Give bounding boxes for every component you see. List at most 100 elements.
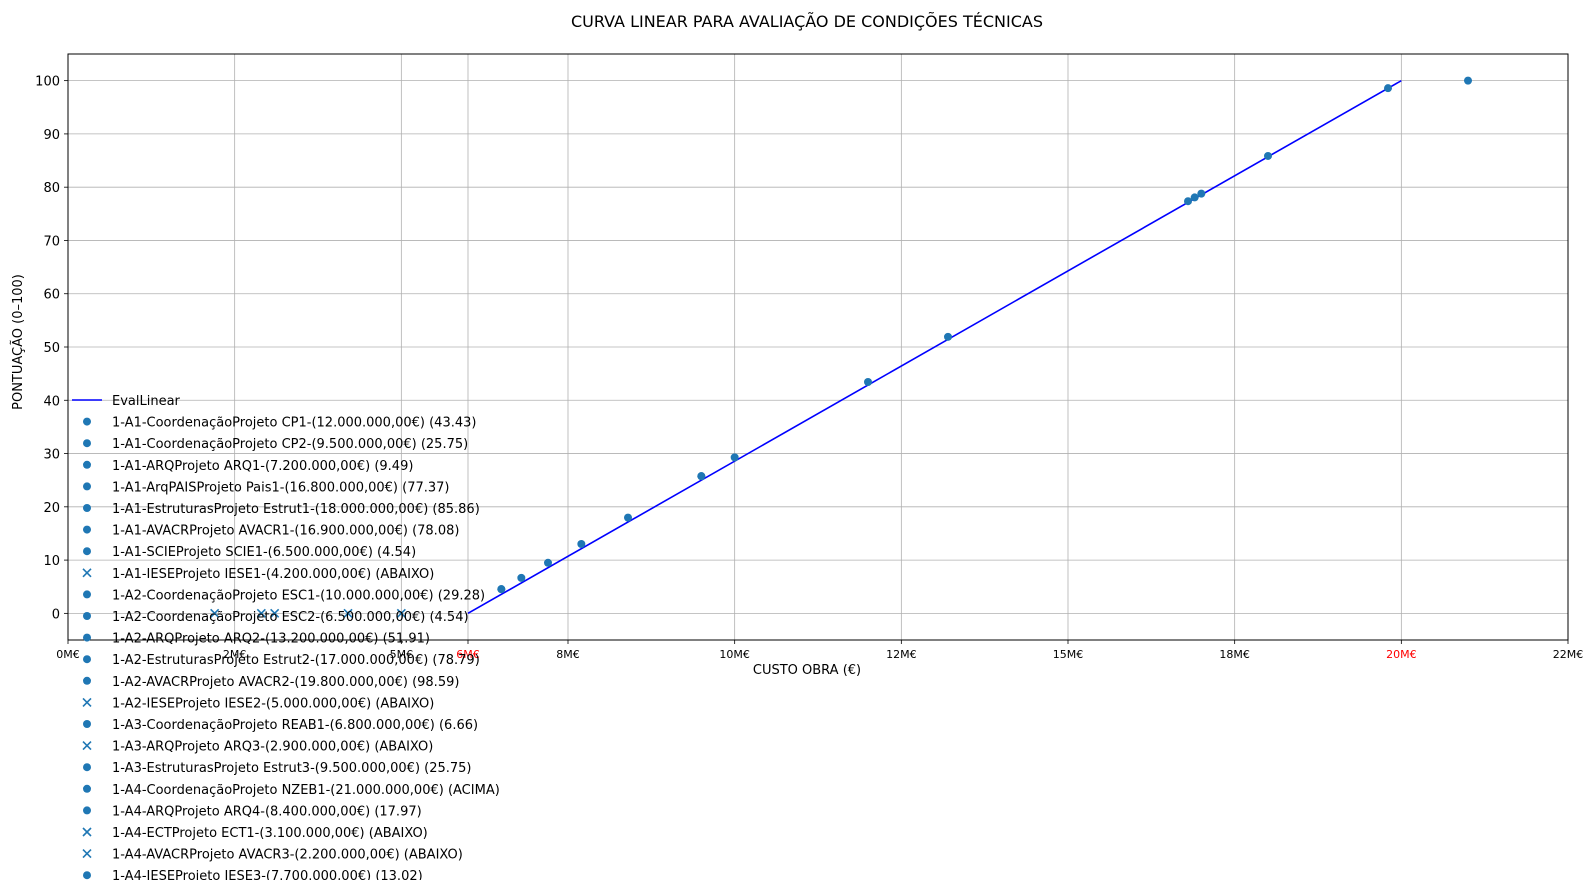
data-point bbox=[1184, 197, 1192, 206]
data-point bbox=[1197, 189, 1206, 198]
legend-marker bbox=[83, 547, 91, 556]
x-tick-label: 15M€ bbox=[1053, 648, 1084, 661]
legend: EvalLinear 1-A1-CoordenaçãoProjeto CP1-(1… bbox=[72, 394, 500, 880]
legend-marker bbox=[83, 871, 91, 880]
x-tick-label: 8M€ bbox=[556, 648, 580, 661]
marker-x-stroke bbox=[82, 827, 92, 837]
legend-marker bbox=[82, 849, 92, 859]
data-point bbox=[577, 540, 586, 549]
data-point bbox=[256, 608, 266, 618]
marker-x-stroke bbox=[82, 741, 92, 751]
legend-label: 1-A4-CoordenaçãoProjeto NZEB1-(21.000.00… bbox=[112, 783, 500, 798]
legend-label: 1-A2-AVACRProjeto AVACR2-(19.800.000,00€… bbox=[112, 675, 459, 690]
legend-label: 1-A1-CoordenaçãoProjeto CP1-(12.000.000,… bbox=[112, 416, 476, 431]
legend-label: 1-A3-EstruturasProjeto Estrut3-(9.500.00… bbox=[112, 761, 472, 776]
y-tick-label: 40 bbox=[43, 394, 60, 409]
legend-label: 1-A2-CoordenaçãoProjeto ESC2-(6.500.000,… bbox=[112, 610, 469, 625]
legend-marker bbox=[83, 439, 91, 448]
marker-x-stroke bbox=[82, 568, 92, 578]
y-tick-label: 20 bbox=[43, 501, 60, 516]
data-point bbox=[730, 453, 739, 462]
x-axis-ticks: 0M€ 2M€ 5M€ 6M€ 8M€ 10M€ 12M€ 15M€ 18M€ 20M€ 22M€ bbox=[56, 640, 1583, 661]
legend-label: 1-A1-CoordenaçãoProjeto CP2-(9.500.000,0… bbox=[112, 437, 468, 452]
marker-x-stroke bbox=[82, 697, 92, 707]
legend-marker bbox=[83, 784, 91, 793]
data-point bbox=[1190, 193, 1199, 202]
legend-marker bbox=[83, 633, 91, 642]
chart-title: CURVA LINEAR PARA AVALIAÇÃO DE CONDIÇÕES… bbox=[571, 12, 1043, 31]
x-tick-label: 5M€ bbox=[390, 648, 414, 661]
legend-label: 1-A1-IESEProjeto IESE1-(4.200.000,00€) (… bbox=[112, 567, 434, 582]
data-point bbox=[1264, 151, 1272, 160]
legend-marker bbox=[83, 590, 91, 599]
data-point bbox=[270, 608, 280, 618]
x-axis-label: CUSTO OBRA (€) bbox=[753, 663, 861, 678]
data-point bbox=[944, 332, 952, 341]
legend-label: 1-A2-IESEProjeto IESE2-(5.000.000,00€) (… bbox=[112, 696, 434, 711]
x-tick-label: 2M€ bbox=[223, 648, 247, 661]
legend-label: EvalLinear bbox=[112, 394, 181, 409]
data-point bbox=[624, 513, 632, 522]
eval-linear-line bbox=[467, 79, 1402, 615]
legend-label: 1-A1-EstruturasProjeto Estrut1-(18.000.0… bbox=[112, 502, 480, 517]
y-tick-label: 80 bbox=[43, 181, 60, 196]
y-tick-label: 50 bbox=[43, 341, 60, 356]
data-point bbox=[343, 608, 353, 618]
legend-label: 1-A4-ECTProjeto ECT1-(3.100.000,00€) (AB… bbox=[112, 826, 428, 841]
legend-marker bbox=[83, 676, 91, 685]
legend-label: 1-A1-ARQProjeto ARQ1-(7.200.000,00€) (9.… bbox=[112, 459, 413, 474]
x-tick-label: 10M€ bbox=[719, 648, 750, 661]
legend-marker bbox=[83, 806, 91, 815]
data-point bbox=[864, 378, 872, 387]
y-tick-label: 30 bbox=[43, 448, 60, 463]
legend-label: 1-A3-CoordenaçãoProjeto REAB1-(6.800.000… bbox=[112, 718, 478, 733]
data-point bbox=[396, 608, 406, 618]
marker-x-stroke bbox=[256, 608, 266, 618]
line-layer bbox=[467, 79, 1402, 615]
data-points bbox=[210, 76, 1472, 618]
marker-x-stroke bbox=[82, 849, 92, 859]
x-tick-label: 22M€ bbox=[1553, 648, 1584, 661]
legend-marker bbox=[82, 568, 92, 578]
y-tick-label: 90 bbox=[43, 128, 60, 143]
x-tick-label: 20M€ bbox=[1386, 648, 1417, 661]
x-tick-label: 12M€ bbox=[886, 648, 917, 661]
y-tick-label: 70 bbox=[43, 234, 60, 249]
x-tick-label: 18M€ bbox=[1219, 648, 1250, 661]
legend-label: 1-A1-SCIEProjeto SCIE1-(6.500.000,00€) (… bbox=[112, 545, 416, 560]
legend-label: 1-A1-AVACRProjeto AVACR1-(16.900.000,00€… bbox=[112, 524, 459, 539]
x-tick-label: 0M€ bbox=[56, 648, 80, 661]
marker-x-stroke bbox=[343, 608, 353, 618]
y-tick-label: 60 bbox=[43, 288, 60, 303]
legend-marker bbox=[83, 655, 91, 664]
legend-marker bbox=[82, 827, 92, 837]
legend-marker bbox=[83, 525, 91, 534]
legend-marker bbox=[83, 460, 91, 469]
x-tick-label: 6M€ bbox=[456, 648, 480, 661]
marker-x-stroke bbox=[270, 608, 280, 618]
y-tick-label: 10 bbox=[43, 554, 60, 569]
legend-label: 1-A3-ARQProjeto ARQ3-(2.900.000,00€) (AB… bbox=[112, 740, 433, 755]
data-point bbox=[210, 608, 220, 618]
y-tick-label: 0 bbox=[52, 607, 60, 622]
legend-label: 1-A2-EstruturasProjeto Estrut2-(17.000.0… bbox=[112, 653, 480, 668]
legend-marker bbox=[83, 504, 91, 512]
legend-label: 1-A2-CoordenaçãoProjeto ESC1-(10.000.000… bbox=[112, 588, 485, 603]
legend-marker bbox=[83, 482, 91, 491]
legend-label: 1-A2-ARQProjeto ARQ2-(13.200.000,00€) (5… bbox=[112, 632, 430, 647]
data-point bbox=[697, 472, 706, 481]
data-point bbox=[544, 558, 552, 567]
y-tick-label: 100 bbox=[35, 75, 60, 90]
legend-label: 1-A4-AVACRProjeto AVACR3-(2.200.000,00€)… bbox=[112, 848, 463, 863]
legend-marker bbox=[82, 741, 92, 751]
legend-marker bbox=[83, 763, 91, 772]
data-point bbox=[497, 585, 506, 594]
y-axis-label: PONTUAÇÃO (0–100) bbox=[10, 274, 26, 410]
legend-marker bbox=[83, 720, 91, 728]
data-point bbox=[1464, 76, 1472, 85]
legend-marker bbox=[82, 697, 92, 707]
data-point bbox=[1384, 84, 1392, 93]
legend-marker bbox=[83, 612, 91, 620]
marker-x-stroke bbox=[396, 608, 406, 618]
